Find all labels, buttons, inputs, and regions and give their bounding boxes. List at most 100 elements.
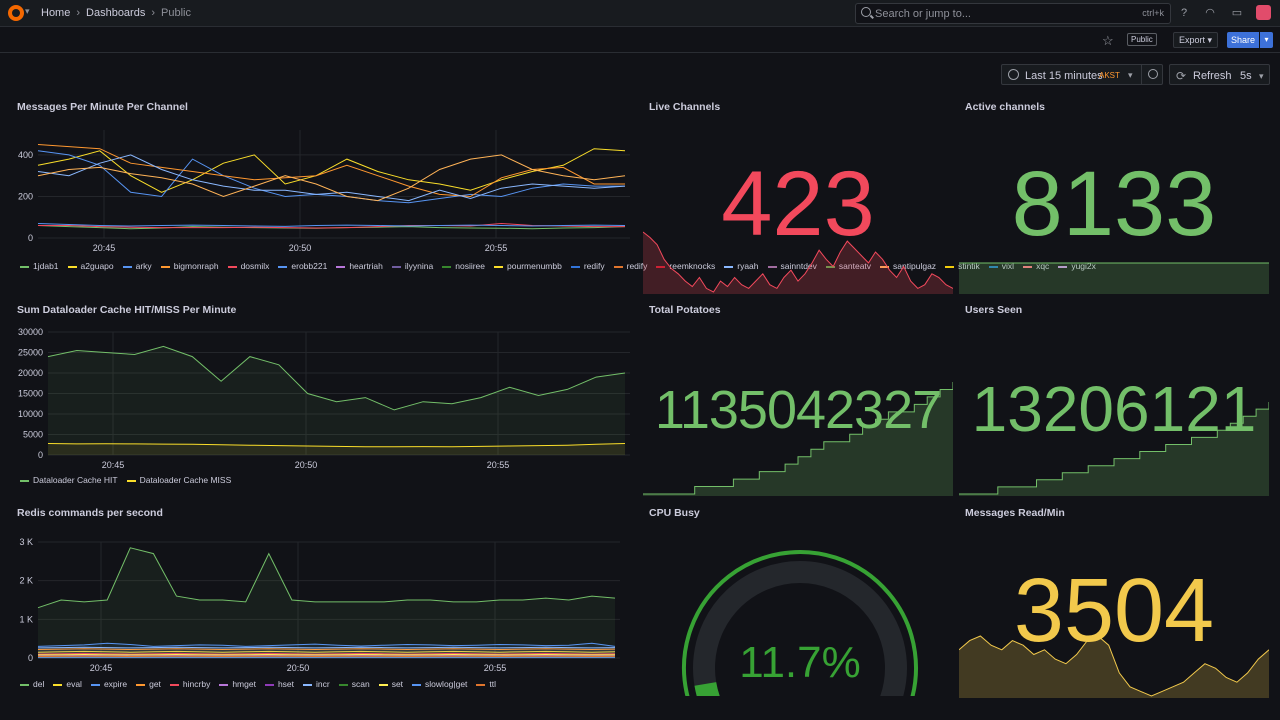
panel-title-live[interactable]: Live Channels [649,101,721,113]
panel-title-messages[interactable]: Messages Per Minute Per Channel [17,101,188,113]
clock-icon [1008,69,1019,80]
legend-swatch [476,683,486,686]
legend-label: ryaah [737,261,759,271]
cpu-busy-value: 11.7% [739,638,861,687]
legend-item[interactable]: a2guapo [67,258,114,274]
star-icon[interactable]: ☆ [1102,33,1114,48]
breadcrumb-dashboards[interactable]: Dashboards [86,7,146,19]
legend-item[interactable]: Dataloader Cache MISS [126,475,231,485]
breadcrumb-home[interactable]: Home [41,7,71,19]
share-dropdown-button[interactable]: ▾ [1260,32,1273,48]
legend-label: a2guapo [80,261,114,271]
legend-label: 1jdab1 [33,261,59,271]
avatar[interactable] [1256,5,1271,20]
share-button[interactable]: Share [1227,32,1259,48]
refresh-button[interactable]: ⟳ Refresh 5s ▾ [1169,64,1270,85]
legend-item[interactable]: slowlog|get [412,679,467,689]
legend-item[interactable]: get [136,679,161,689]
legend-item[interactable]: heartriah [336,258,383,274]
legend-item[interactable]: arky [122,258,152,274]
legend-item[interactable]: eval [53,679,82,689]
y-tick-label: 3 K [19,537,33,547]
series-line [37,150,625,204]
legend-item[interactable]: redify [570,258,605,274]
panel-title-redis[interactable]: Redis commands per second [17,507,163,519]
legend-item[interactable]: scan [338,679,370,689]
legend-swatch [336,265,346,268]
legend-swatch [90,683,100,686]
legend-item[interactable]: dosmilx [227,258,270,274]
series-line [37,650,616,653]
legend-label: stintik [958,261,980,271]
rss-icon[interactable]: ◠ [1205,7,1215,19]
legend-swatch [724,265,734,268]
x-tick-label: 20:50 [287,663,310,673]
help-icon[interactable]: ? [1180,7,1188,19]
legend-swatch [613,265,623,268]
legend-label: hincrby [182,679,211,689]
legend-label: dosmilx [240,261,270,271]
legend-item[interactable]: stintik [945,258,980,274]
refresh-label: Refresh [1193,70,1232,82]
legend-item[interactable]: set [378,679,403,689]
legend-item[interactable]: erobb221 [278,258,327,274]
panel-title-msgread[interactable]: Messages Read/Min [965,507,1065,519]
dashboard-toolbar [0,27,1280,53]
legend-item[interactable]: hset [264,679,295,689]
time-range-picker[interactable]: Last 15 minutes AKST ▾ [1001,64,1163,85]
legend-item[interactable]: del [20,679,44,689]
legend-item[interactable]: xqc [1023,258,1049,274]
sparkline-area [959,636,1269,698]
legend-item[interactable]: santeatv [825,258,872,274]
search-input[interactable]: Search or jump to... ctrl+k [855,3,1171,24]
refresh-interval[interactable]: 5s [1240,70,1252,82]
panel-title-users[interactable]: Users Seen [965,304,1023,316]
legend-item[interactable]: ttl [476,679,496,689]
legend-item[interactable]: redify [613,258,647,274]
legend-swatch [20,265,29,268]
top-navbar: ▾ Home › Dashboards › Public Search or jump … [0,0,1280,27]
redis-chart[interactable]: 0 1 K 2 K 3 K 20:45 20:50 20:55 [0,530,640,678]
chevron-down-icon[interactable]: ▾ [25,6,30,16]
legend-label: hmget [232,679,256,689]
legend-item[interactable]: reemknocks [656,258,715,274]
legend-item[interactable]: pourmenumbb [494,258,562,274]
legend-label: santipulgaz [893,261,937,271]
x-tick-label: 20:55 [485,243,508,253]
redis-legend: del eval expire get hincrby hmget hset incr scan… [20,679,620,689]
panel-title-potatoes[interactable]: Total Potatoes [649,304,721,316]
legend-label: santeatv [838,261,872,271]
panel-title-active[interactable]: Active channels [965,101,1045,113]
legend-item[interactable]: hincrby [169,679,211,689]
legend-item[interactable]: hmget [219,679,256,689]
monitor-icon[interactable]: ▭ [1231,7,1243,19]
legend-item[interactable]: Dataloader Cache HIT [20,475,118,485]
legend-item[interactable]: yugi2x [1058,258,1096,274]
grafana-logo-icon[interactable] [8,5,24,21]
legend-item[interactable]: 1jdab1 [20,258,59,274]
y-tick-label: 5000 [23,430,43,440]
legend-item[interactable]: santipulgaz [880,258,936,274]
series-line [37,154,626,202]
legend-item[interactable]: sainntdev [767,258,817,274]
legend-swatch [122,265,132,268]
series-line [37,547,616,609]
legend-item[interactable]: expire [90,679,127,689]
legend-item[interactable]: bigmonraph [160,258,219,274]
legend-item[interactable]: ryaah [724,258,759,274]
panel-title-dataloader[interactable]: Sum Dataloader Cache HIT/MISS Per Minute [17,304,237,316]
y-tick-label: 2 K [19,576,33,586]
export-button[interactable]: Export ▾ [1173,32,1219,48]
legend-item[interactable]: ilyynina [391,258,433,274]
messages-chart[interactable]: 0 200 400 20:45 20:50 20:55 [0,120,640,255]
legend-item[interactable]: vixl [988,258,1014,274]
y-tick-label: 0 [38,450,43,460]
legend-label: incr [316,679,330,689]
legend-item[interactable]: nosiiree [442,258,485,274]
legend-item[interactable]: incr [303,679,330,689]
panel-title-cpu[interactable]: CPU Busy [649,507,700,519]
legend-swatch [378,683,388,686]
legend-label: hset [277,679,295,689]
dataloader-chart[interactable]: 0 5000 10000 15000 20000 25000 30000 20:45 20:50… [0,322,640,472]
zoom-out-button[interactable] [1141,64,1164,85]
